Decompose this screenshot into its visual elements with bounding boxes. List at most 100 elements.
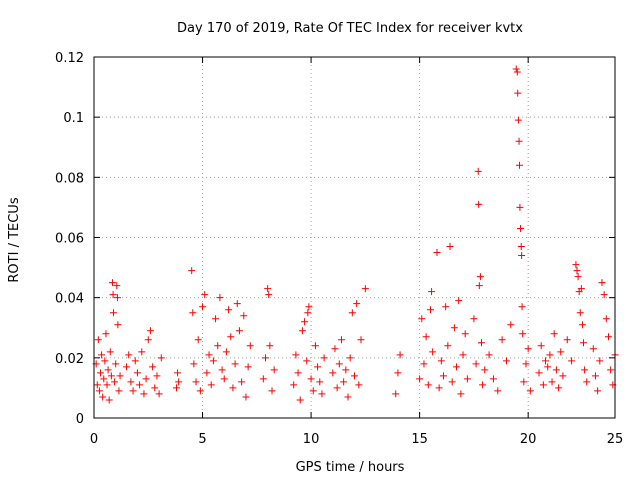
data-point — [518, 303, 526, 311]
data-point — [265, 291, 273, 299]
data-point — [153, 372, 161, 380]
data-point — [557, 348, 565, 356]
data-point — [446, 243, 454, 251]
y-tick-label: 0 — [76, 412, 84, 427]
data-point — [320, 354, 328, 362]
data-point — [522, 360, 530, 368]
data-point — [485, 351, 493, 359]
data-point — [433, 249, 441, 257]
data-point — [314, 363, 322, 371]
data-point — [240, 312, 248, 320]
data-point — [355, 381, 363, 389]
data-point — [144, 336, 152, 344]
data-point — [340, 378, 348, 386]
data-point — [110, 309, 118, 317]
data-point — [361, 285, 369, 293]
data-point — [103, 381, 111, 389]
data-point — [353, 300, 361, 308]
data-point — [94, 336, 102, 344]
data-point — [225, 306, 233, 314]
data-point — [303, 357, 311, 365]
y-tick-label: 0.12 — [55, 51, 84, 66]
data-point — [307, 375, 315, 383]
data-point — [172, 384, 180, 392]
data-point — [498, 336, 506, 344]
data-point — [146, 327, 154, 335]
data-point — [459, 351, 467, 359]
data-point — [155, 390, 163, 398]
data-point — [227, 333, 235, 341]
data-point — [463, 375, 471, 383]
data-point — [515, 137, 523, 145]
data-point — [301, 318, 309, 326]
data-point — [526, 387, 534, 395]
grid-lines — [94, 57, 615, 418]
data-point — [544, 363, 552, 371]
data-point — [205, 351, 213, 359]
data-point — [331, 345, 339, 353]
data-point — [102, 330, 110, 338]
x-axis: 0 5 10 15 20 25 — [90, 57, 623, 447]
data-point — [309, 387, 317, 395]
data-point — [157, 354, 165, 362]
data-point — [514, 116, 522, 124]
data-point — [333, 384, 341, 392]
data-point — [574, 273, 582, 281]
data-point — [542, 357, 550, 365]
data-point — [476, 273, 484, 281]
data-point — [481, 366, 489, 374]
data-point — [106, 348, 114, 356]
data-point — [192, 378, 200, 386]
y-tick-label: 0.08 — [55, 171, 84, 186]
data-point — [201, 291, 209, 299]
data-point — [520, 378, 528, 386]
data-point — [104, 366, 112, 374]
data-point — [264, 285, 272, 293]
data-point — [607, 366, 615, 374]
data-point — [298, 327, 306, 335]
data-point — [514, 89, 522, 97]
data-point — [578, 321, 586, 329]
data-point — [563, 336, 571, 344]
data-point — [428, 288, 436, 296]
data-point — [212, 315, 220, 323]
data-point — [101, 357, 109, 365]
data-point — [548, 378, 556, 386]
data-point — [519, 330, 527, 338]
data-point — [513, 68, 521, 76]
data-point — [573, 267, 581, 275]
data-point — [125, 351, 133, 359]
data-point — [316, 378, 324, 386]
data-point — [108, 279, 116, 287]
data-point — [422, 333, 430, 341]
data-point — [242, 393, 250, 401]
data-points — [92, 65, 619, 404]
y-tick-label: 0.06 — [55, 232, 84, 247]
data-point — [440, 372, 448, 380]
data-point — [244, 363, 252, 371]
data-point — [517, 243, 525, 251]
data-point — [116, 372, 124, 380]
data-point — [515, 161, 523, 169]
data-point — [437, 357, 445, 365]
data-point — [418, 315, 426, 323]
data-point — [142, 375, 150, 383]
data-point — [591, 372, 599, 380]
data-point — [246, 342, 254, 350]
data-point — [518, 252, 526, 260]
data-point — [95, 387, 103, 395]
data-point — [216, 294, 224, 302]
data-point — [594, 387, 602, 395]
data-point — [222, 348, 230, 356]
data-point — [507, 321, 515, 329]
data-point — [290, 381, 298, 389]
data-point — [131, 357, 139, 365]
data-point — [416, 375, 424, 383]
data-point — [268, 387, 276, 395]
data-point — [189, 309, 197, 317]
data-point — [199, 303, 207, 311]
data-point — [113, 294, 121, 302]
data-point — [457, 390, 465, 398]
data-point — [231, 360, 239, 368]
